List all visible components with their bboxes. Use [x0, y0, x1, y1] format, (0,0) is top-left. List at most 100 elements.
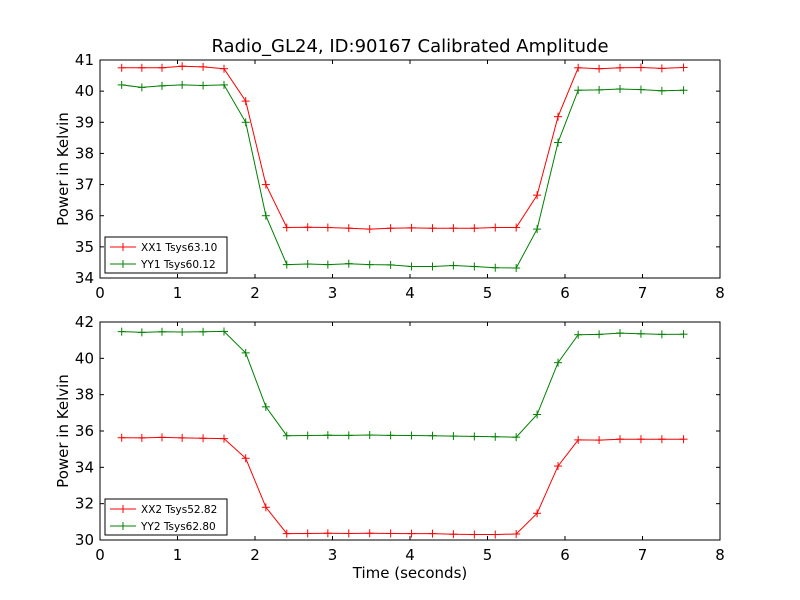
- data-point: [117, 433, 126, 442]
- data-point: [241, 97, 250, 106]
- data-point: [241, 118, 250, 127]
- y-tick-label: 40: [75, 349, 94, 367]
- data-point: [636, 435, 645, 444]
- x-tick-label: 7: [638, 546, 648, 564]
- data-point: [574, 435, 583, 444]
- data-point: [365, 430, 374, 439]
- x-axis-label: Time (seconds): [352, 564, 468, 582]
- x-tick-label: 5: [483, 546, 493, 564]
- data-point: [261, 211, 270, 220]
- x-tick-label: 0: [95, 546, 105, 564]
- data-point: [616, 84, 625, 93]
- data-point: [679, 330, 688, 339]
- series-line-2: [121, 330, 684, 438]
- data-point: [491, 432, 500, 441]
- data-point: [303, 223, 312, 232]
- x-tick-label: 6: [560, 546, 570, 564]
- data-point: [428, 262, 437, 271]
- data-point: [512, 433, 521, 442]
- data-point: [449, 261, 458, 270]
- data-point: [344, 224, 353, 233]
- y-tick-label: 35: [75, 238, 94, 256]
- data-point: [199, 434, 208, 443]
- legend-label: YY2 Tsys62.80: [140, 521, 216, 533]
- data-point: [554, 358, 563, 367]
- figure-title: Radio_GL24, ID:90167 Calibrated Amplitud…: [211, 36, 608, 57]
- data-point: [595, 85, 604, 94]
- data-point: [137, 63, 146, 72]
- data-point: [533, 509, 542, 518]
- data-point: [407, 262, 416, 271]
- data-point: [178, 327, 187, 336]
- data-point: [282, 260, 291, 269]
- data-point: [428, 224, 437, 233]
- data-point: [241, 454, 250, 463]
- x-tick-label: 2: [250, 284, 260, 302]
- data-point: [428, 431, 437, 440]
- data-point: [554, 462, 563, 471]
- data-point: [470, 530, 479, 539]
- data-point: [595, 330, 604, 339]
- legend-item: XX1 Tsys63.10: [110, 242, 217, 254]
- data-point: [512, 530, 521, 539]
- data-point: [261, 402, 270, 411]
- data-point: [449, 224, 458, 233]
- series-line-1: [121, 65, 684, 230]
- data-point: [386, 529, 395, 538]
- data-point: [365, 225, 374, 234]
- legend: XX1 Tsys63.10 YY1 Tsys60.12: [104, 236, 228, 274]
- legend-label: XX1 Tsys63.10: [141, 242, 217, 254]
- data-point: [282, 223, 291, 232]
- data-point: [407, 223, 416, 232]
- x-tick-label: 3: [328, 546, 338, 564]
- data-point: [220, 80, 228, 89]
- y-axis-label: Power in Kelvin: [54, 374, 72, 488]
- data-point: [365, 260, 374, 269]
- x-tick-label: 6: [560, 284, 570, 302]
- data-point: [574, 86, 583, 95]
- data-point: [344, 431, 353, 440]
- data-point: [199, 327, 208, 336]
- data-point: [533, 410, 542, 419]
- series-line-2: [121, 84, 684, 269]
- data-point: [282, 529, 291, 538]
- series-line-1: [121, 436, 684, 535]
- data-point: [595, 436, 604, 445]
- data-point: [199, 81, 208, 90]
- y-tick-label: 32: [75, 495, 94, 513]
- data-point: [158, 81, 166, 90]
- data-point: [533, 191, 542, 200]
- data-point: [407, 529, 416, 538]
- data-point: [386, 260, 395, 269]
- data-point: [220, 434, 228, 443]
- y-tick-label: 42: [75, 313, 94, 331]
- legend: XX2 Tsys52.82 YY2 Tsys62.80: [104, 498, 228, 536]
- data-point: [449, 530, 458, 539]
- y-tick-label: 30: [75, 531, 94, 549]
- data-point: [386, 224, 395, 233]
- data-point: [137, 433, 146, 442]
- data-point: [554, 112, 563, 121]
- data-point: [449, 432, 458, 441]
- data-point: [117, 327, 126, 336]
- y-tick-label: 38: [75, 386, 94, 404]
- data-point: [407, 431, 416, 440]
- data-point: [158, 433, 166, 442]
- y-tick-label: 34: [75, 458, 94, 476]
- data-point: [679, 435, 688, 444]
- data-point: [679, 86, 688, 95]
- data-point: [533, 225, 542, 234]
- data-point: [679, 63, 688, 72]
- data-point: [512, 223, 521, 232]
- data-point: [657, 435, 666, 444]
- data-point: [282, 431, 291, 440]
- x-tick-label: 8: [715, 546, 725, 564]
- y-tick-label: 40: [75, 82, 94, 100]
- data-point: [261, 180, 270, 189]
- data-point: [636, 329, 645, 338]
- legend-item: XX2 Tsys52.82: [110, 504, 217, 516]
- data-point: [261, 503, 270, 512]
